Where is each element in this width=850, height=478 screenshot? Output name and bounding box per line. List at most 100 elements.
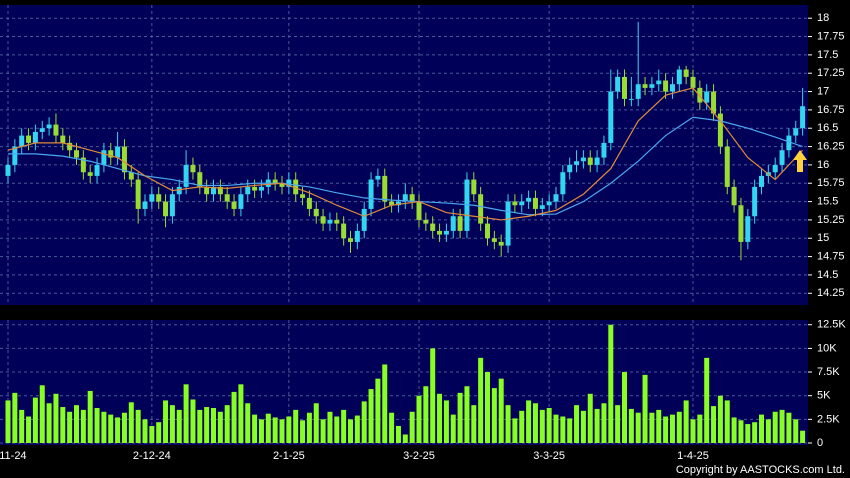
volume-bar xyxy=(409,411,415,443)
volume-bar xyxy=(313,403,319,443)
volume-bar xyxy=(361,401,367,443)
volume-bar xyxy=(115,417,121,443)
candle-body xyxy=(19,135,25,147)
volume-bar xyxy=(94,407,100,443)
volume-bar xyxy=(395,425,401,443)
candle-body xyxy=(656,80,662,85)
volume-bar xyxy=(128,402,134,443)
volume-bar xyxy=(731,417,737,443)
volume-bar xyxy=(457,392,463,443)
volume-bar xyxy=(163,400,169,443)
candle-body xyxy=(437,230,443,235)
candle-body xyxy=(272,179,278,184)
volume-bar xyxy=(279,419,285,443)
volume-bar xyxy=(642,374,648,443)
volume-bar xyxy=(135,409,141,443)
volume-bar xyxy=(334,416,340,443)
candle-body xyxy=(587,157,593,165)
candle-body xyxy=(382,175,388,202)
volume-bar xyxy=(793,419,799,443)
volume-bar xyxy=(53,393,59,443)
candle-body xyxy=(87,172,93,176)
volume-bar xyxy=(12,392,18,443)
candle-body xyxy=(772,164,778,173)
candle-body xyxy=(669,84,675,92)
volume-bar xyxy=(60,407,66,443)
volume-bar xyxy=(717,395,723,443)
candle-body xyxy=(430,223,436,231)
moving-average xyxy=(7,87,804,221)
candle-body xyxy=(471,179,477,195)
candle-body xyxy=(560,172,566,195)
volume-bar xyxy=(485,372,490,443)
candle-body xyxy=(80,157,86,173)
volume-bar xyxy=(74,405,79,443)
y-tick-label: 18 xyxy=(817,12,829,24)
volume-bar xyxy=(258,419,264,443)
candle-body xyxy=(690,76,696,88)
candle-body xyxy=(546,201,552,206)
volume-bar xyxy=(80,409,86,443)
candle-body xyxy=(293,179,299,195)
candle-body xyxy=(361,208,367,231)
y-tick-label: 15.5 xyxy=(817,195,838,207)
volume-bar xyxy=(587,393,593,443)
volume-bar xyxy=(252,414,258,443)
volume-bar xyxy=(464,386,470,443)
candle-body xyxy=(108,150,114,158)
candle-body xyxy=(39,128,45,132)
candle-body xyxy=(313,208,319,217)
volume-bar xyxy=(765,419,771,443)
volume-bar xyxy=(211,407,216,443)
candle-body xyxy=(163,201,169,217)
candle-body xyxy=(423,219,429,224)
candle-body xyxy=(101,150,107,165)
candle-body xyxy=(498,241,504,246)
volume-bar xyxy=(368,389,374,443)
volume-bar xyxy=(724,400,730,443)
y-tick-label: 5K xyxy=(817,390,831,402)
candle-body xyxy=(622,76,627,99)
volume-bar xyxy=(320,419,326,443)
candle-body xyxy=(224,194,230,202)
volume-bar xyxy=(430,348,436,443)
candle-body xyxy=(115,146,121,158)
volume-bar xyxy=(46,403,52,443)
volume-bar xyxy=(450,414,456,443)
candle-body xyxy=(197,172,203,187)
candle-body xyxy=(539,205,545,209)
volume-bar xyxy=(526,400,532,443)
volume-bar xyxy=(704,357,710,443)
candle-body xyxy=(532,197,538,209)
y-tick-label: 2.5K xyxy=(817,413,840,425)
volume-bar xyxy=(649,412,655,443)
volume-bar xyxy=(759,414,764,443)
moving-average xyxy=(8,116,803,216)
candle-body xyxy=(334,219,340,224)
volume-bar xyxy=(690,419,696,443)
candle-body xyxy=(32,131,38,143)
volume-bar xyxy=(601,403,607,443)
volume-bar xyxy=(204,407,210,443)
volume-bar xyxy=(683,400,689,443)
candle-body xyxy=(211,186,216,195)
candle-body xyxy=(683,69,689,77)
volume-bar xyxy=(800,430,806,443)
candle-body xyxy=(635,84,641,99)
candle-body xyxy=(190,164,196,173)
candle-body xyxy=(628,98,634,100)
candle-body xyxy=(711,91,717,114)
x-tick-label: 2-1-25 xyxy=(273,450,305,462)
candle-body xyxy=(26,135,32,143)
candle-body xyxy=(779,150,785,165)
volume-bar xyxy=(26,416,32,443)
candle-body xyxy=(615,76,621,92)
volume-bar xyxy=(238,384,244,443)
y-tick-label: 17 xyxy=(817,85,829,97)
volume-bar xyxy=(519,410,525,443)
y-tick-label: 15.25 xyxy=(817,214,845,226)
y-tick-label: 16 xyxy=(817,159,829,171)
volume-bar xyxy=(39,385,45,443)
volume-bar xyxy=(416,395,422,443)
candle-body xyxy=(12,146,18,165)
